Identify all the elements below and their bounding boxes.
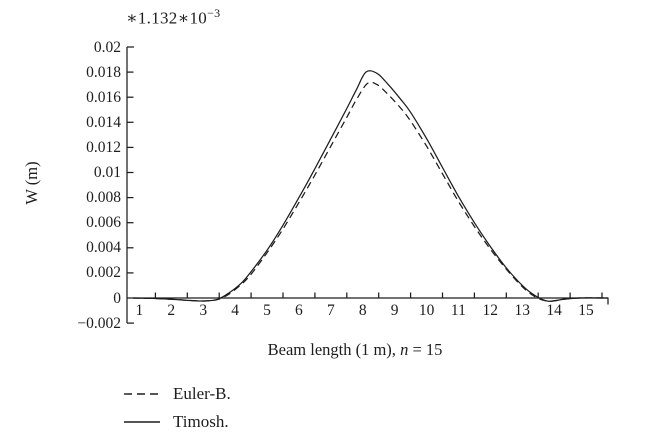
- y-axis-scale-factor: ∗1.132∗10−3: [126, 6, 220, 29]
- legend-item-timosh-: Timosh.: [123, 408, 231, 436]
- y-tick-label-0.02: 0.02: [93, 38, 121, 56]
- solid-line-sample-icon: [124, 421, 160, 423]
- y-tick-label-0.012: 0.012: [86, 138, 121, 156]
- x-axis-title-variable: n: [400, 340, 409, 359]
- axes: [126, 46, 609, 324]
- x-tick-label-15: 15: [578, 302, 594, 319]
- legend-item-euler-b-: Euler-B.: [123, 380, 231, 408]
- x-tick-label-12: 12: [482, 302, 499, 319]
- scale-factor-exponent: −3: [207, 6, 221, 20]
- x-tick-label-4: 4: [231, 302, 239, 319]
- x-tick-label-3: 3: [199, 302, 208, 319]
- legend-label: Timosh.: [173, 412, 229, 431]
- y-tick-label-0.008: 0.008: [86, 189, 121, 207]
- x-tick-label-14: 14: [546, 302, 562, 319]
- x-tick-label-2: 2: [167, 302, 176, 319]
- x-tick-label-5: 5: [263, 302, 271, 319]
- y-tick-label-0.01: 0.01: [93, 164, 121, 181]
- series-curve-timosh-: [133, 70, 609, 302]
- y-tick-label-0.018: 0.018: [86, 63, 121, 81]
- x-tick-label-13: 13: [514, 302, 531, 319]
- x-tick-label-10: 10: [418, 302, 435, 319]
- x-tick-label-1: 1: [135, 302, 144, 319]
- x-tick-label-7: 7: [327, 302, 335, 319]
- y-tick-label-−0.002: −0.002: [77, 314, 121, 332]
- x-tick-label-9: 9: [390, 302, 399, 319]
- series-curve-euler-b-: [133, 81, 609, 302]
- x-axis-title-prefix: Beam length (1 m),: [267, 340, 401, 359]
- y-tick-label-0.014: 0.014: [86, 113, 121, 131]
- scale-factor-base: ∗1.132∗10: [126, 8, 208, 28]
- x-axis-title: Beam length (1 m), n = 15: [110, 340, 600, 360]
- legend: Euler-B. Timosh.: [123, 380, 231, 436]
- data-series: [133, 70, 609, 302]
- x-tick-label-11: 11: [450, 302, 466, 319]
- axis-ticks: [127, 71, 603, 298]
- legend-label: Euler-B.: [173, 384, 231, 403]
- x-tick-label-6: 6: [295, 302, 303, 319]
- x-axis-title-suffix: = 15: [408, 340, 443, 359]
- y-tick-label-0.002: 0.002: [86, 264, 121, 282]
- y-tick-label-0: 0: [113, 289, 121, 307]
- y-tick-label-0.004: 0.004: [86, 239, 121, 257]
- dashed-line-sample-icon: [124, 393, 160, 395]
- y-tick-label-0.006: 0.006: [86, 214, 121, 232]
- x-tick-label-8: 8: [358, 302, 367, 319]
- y-tick-label-0.016: 0.016: [86, 88, 121, 106]
